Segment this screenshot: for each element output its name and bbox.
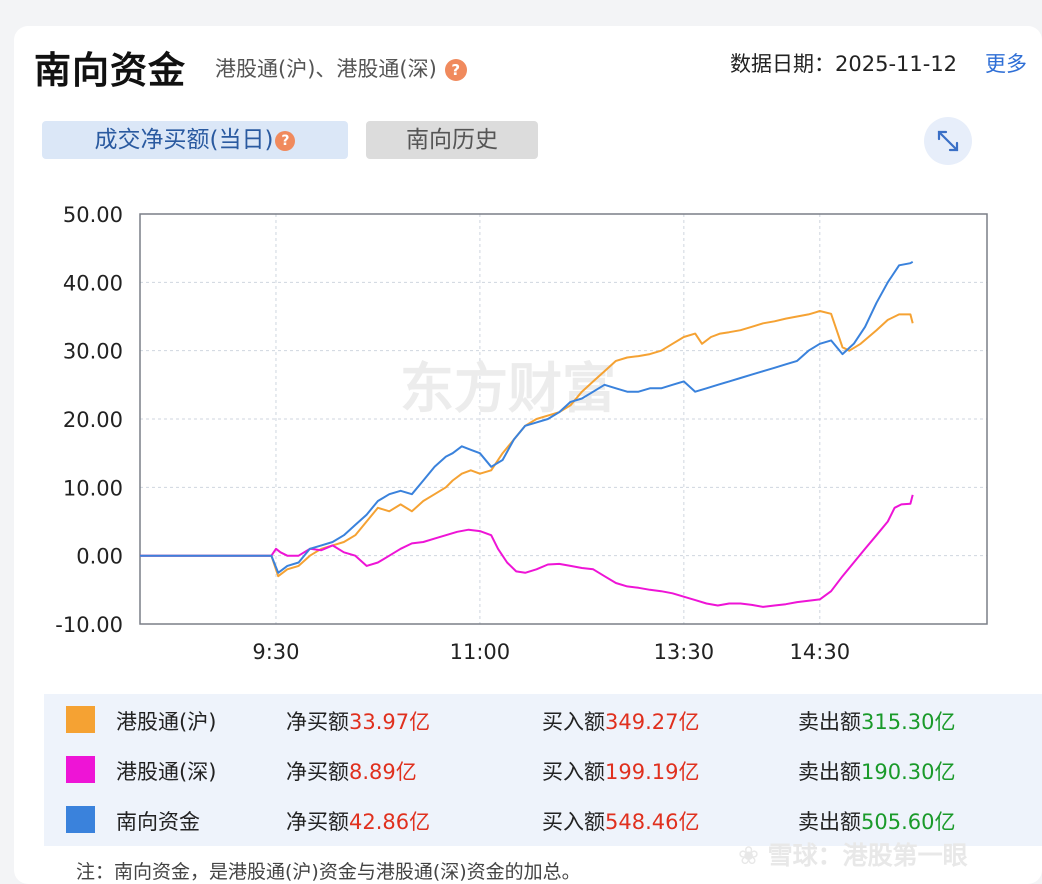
legend-net: 净买额42.86亿 [286, 806, 430, 836]
buy-value: 349.27亿 [605, 710, 700, 734]
legend-swatch-sh [66, 706, 95, 733]
tab-southbound-history[interactable]: 南向历史 [366, 121, 538, 159]
y-tick-label: 30.00 [63, 340, 123, 364]
subtitle-text: 港股通(沪)、港股通(深) [215, 57, 437, 81]
help-icon[interactable]: ? [275, 130, 296, 151]
chart-axes: -10.00 0.00 10.00 20.00 30.00 40.00 50.00 9:30 1… [55, 203, 988, 664]
more-link[interactable]: 更多 [985, 52, 1027, 76]
legend-row-total: 南向资金 净买额42.86亿 买入额548.46亿 卖出额505.60亿 [44, 794, 1042, 844]
tab-net-buy-label: 成交净买额(当日) [94, 127, 274, 153]
net-value: 8.89亿 [349, 760, 417, 784]
expand-button[interactable] [924, 117, 972, 165]
help-icon[interactable]: ? [444, 59, 467, 81]
legend-net: 净买额8.89亿 [286, 756, 417, 786]
y-tick-label: 50.00 [63, 203, 123, 227]
buy-label: 买入额 [542, 810, 605, 834]
legend-buy: 买入额548.46亿 [542, 806, 699, 836]
legend-buy: 买入额199.19亿 [542, 756, 699, 786]
legend-sell: 卖出额190.30亿 [798, 756, 955, 786]
buy-value: 548.46亿 [605, 810, 700, 834]
tab-net-buy-today[interactable]: 成交净买额(当日)? [42, 121, 348, 159]
legend-buy: 买入额349.27亿 [542, 706, 699, 736]
page-subtitle: 港股通(沪)、港股通(深)? [215, 53, 467, 83]
legend-sell: 卖出额315.30亿 [798, 706, 955, 736]
y-tick-label: 20.00 [63, 408, 123, 432]
series-line [140, 310, 914, 578]
buy-value: 199.19亿 [605, 760, 700, 784]
footnote: 注：南向资金，是港股通(沪)资金与港股通(深)资金的加总。 [76, 861, 581, 883]
chart-grid [140, 214, 987, 624]
legend-row-sz: 港股通(深) 净买额8.89亿 买入额199.19亿 卖出额190.30亿 [44, 744, 1042, 794]
chart-watermark: 东方财富 [400, 357, 616, 420]
line-chart: 东方财富 -10.00 0.00 10.00 20.00 30.00 40.00 50.00… [55, 203, 988, 664]
snowball-watermark: ❀ 雪球：港股第一眼 [738, 841, 968, 870]
net-label: 净买额 [286, 760, 349, 784]
buy-label: 买入额 [542, 710, 605, 734]
sell-label: 卖出额 [798, 710, 861, 734]
buy-label: 买入额 [542, 760, 605, 784]
data-date: 数据日期：2025-11-12 [730, 52, 958, 76]
sell-value: 190.30亿 [861, 760, 956, 784]
legend-name: 港股通(深) [116, 760, 217, 784]
sell-value: 315.30亿 [861, 710, 956, 734]
legend-row-sh: 港股通(沪) 净买额33.97亿 买入额349.27亿 卖出额315.30亿 [44, 694, 1042, 744]
plot-frame [139, 213, 988, 625]
legend-swatch-sz [66, 756, 95, 783]
y-tick-label: 40.00 [63, 271, 123, 295]
net-value: 42.86亿 [349, 810, 431, 834]
sell-label: 卖出额 [798, 760, 861, 784]
x-tick-label: 9:30 [252, 640, 299, 664]
series-line [140, 494, 914, 608]
legend-swatch-total [66, 806, 95, 833]
legend-sell: 卖出额505.60亿 [798, 806, 955, 836]
series-line [140, 260, 914, 574]
x-tick-label: 14:30 [790, 640, 851, 664]
y-tick-label: -10.00 [55, 613, 123, 637]
y-tick-label: 0.00 [76, 545, 123, 569]
legend-name: 南向资金 [116, 810, 200, 834]
expand-icon [937, 130, 959, 152]
x-tick-label: 13:30 [654, 640, 715, 664]
net-label: 净买额 [286, 810, 349, 834]
page-title: 南向资金 [34, 49, 186, 92]
net-label: 净买额 [286, 710, 349, 734]
x-tick-label: 11:00 [450, 640, 511, 664]
net-value: 33.97亿 [349, 710, 431, 734]
legend-net: 净买额33.97亿 [286, 706, 430, 736]
sell-label: 卖出额 [798, 810, 861, 834]
sell-value: 505.60亿 [861, 810, 956, 834]
legend-name: 港股通(沪) [116, 710, 217, 734]
y-tick-label: 10.00 [63, 476, 123, 500]
chart-lines [140, 260, 914, 608]
legend-table: 港股通(沪) 净买额33.97亿 买入额349.27亿 卖出额315.30亿 港… [44, 694, 1042, 846]
